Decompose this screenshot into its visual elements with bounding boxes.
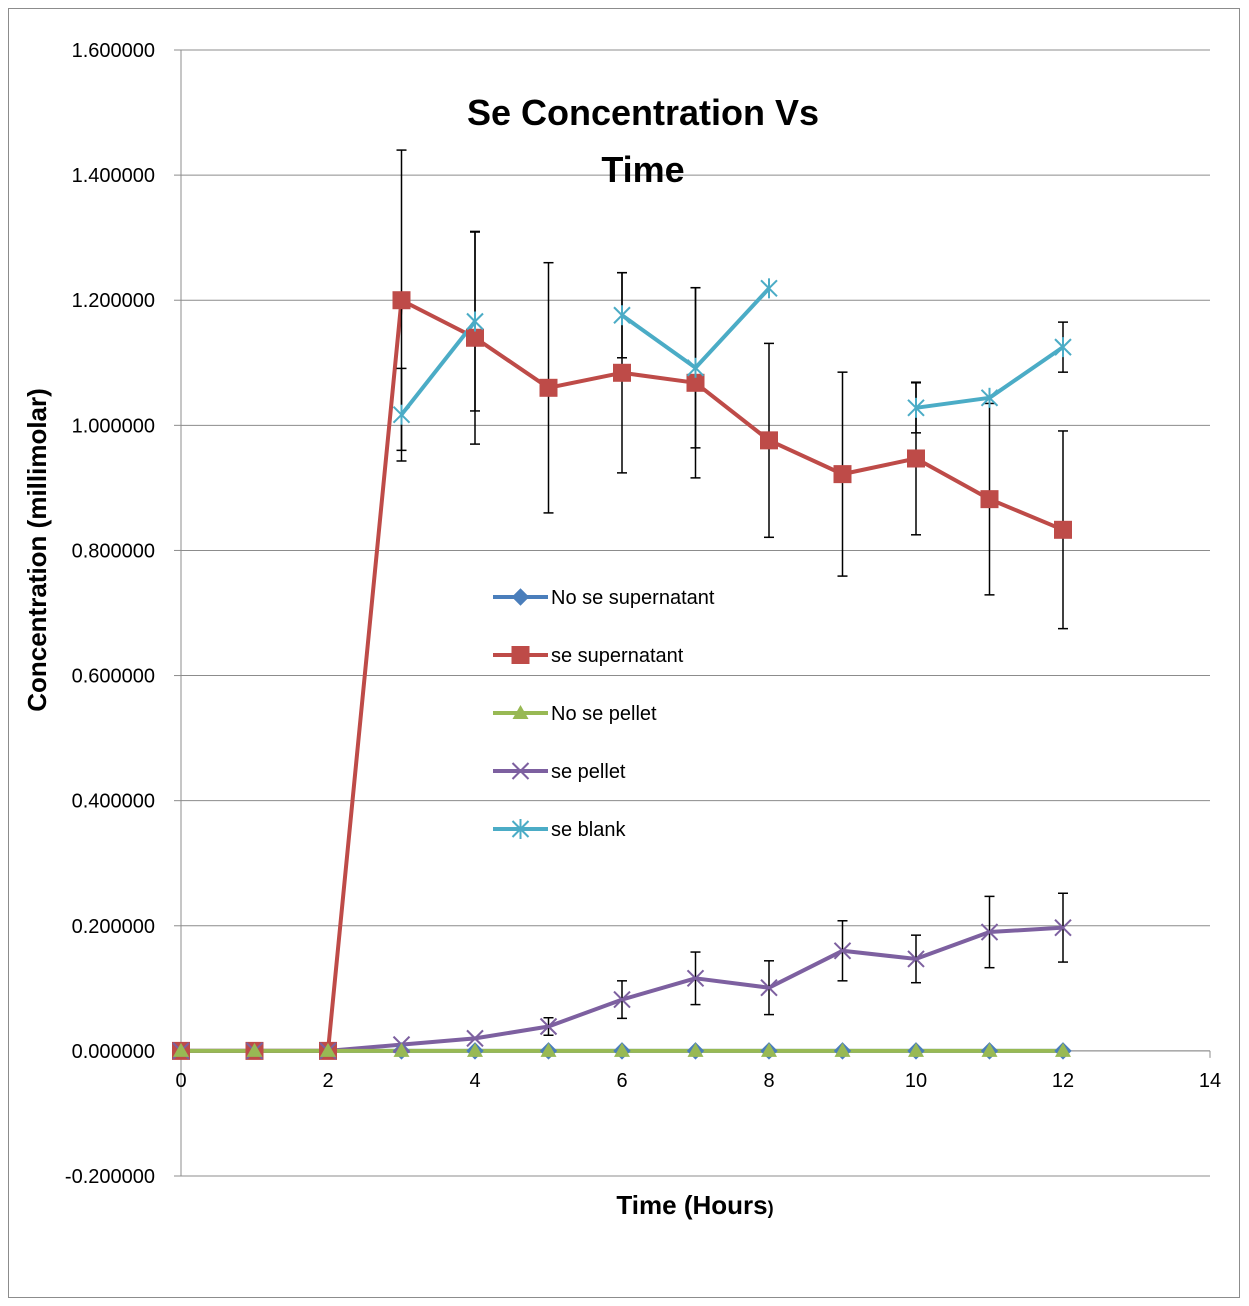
data-point: [1055, 1042, 1071, 1057]
data-point: [834, 1042, 851, 1057]
data-point: [687, 1042, 704, 1057]
data-point: [980, 923, 999, 941]
y-tick-label: 1.600000: [72, 40, 155, 62]
legend-swatch-marker: [511, 819, 530, 839]
y-axis-label: Concentration (millimolar): [22, 388, 52, 712]
data-point: [833, 465, 852, 484]
data-point: [760, 431, 778, 450]
marker-stroke: [539, 1017, 558, 1036]
legend-label: se supernatant: [551, 645, 684, 667]
x-tick-label: 10: [905, 1070, 927, 1092]
chart-title-line-1: Se Concentration Vs: [467, 92, 819, 133]
axes: [174, 49, 1211, 1177]
series-line: [399, 320, 477, 416]
legend-swatch-marker: [511, 588, 530, 606]
x-tick-labels: 0 2 4 6 8 10 12 14: [175, 1070, 1221, 1092]
legend-label: No se supernatant: [551, 587, 715, 609]
legend-swatch-marker: [511, 762, 530, 780]
marker-stroke: [833, 942, 852, 960]
legend-entry: No se pellet: [493, 703, 657, 725]
x-tick-label: 4: [469, 1070, 480, 1092]
data-point: [1054, 337, 1072, 358]
data-point: [392, 291, 411, 310]
data-point: [392, 404, 411, 425]
data-point: [981, 1042, 998, 1057]
data-point: [320, 1042, 336, 1057]
marker-stroke: [466, 1029, 484, 1048]
x-tick-label: 6: [616, 1070, 627, 1092]
y-tick-label: 1.000000: [72, 415, 155, 437]
marker-stroke: [980, 923, 999, 941]
legend-entry: se supernatant: [493, 645, 684, 667]
data-point: [466, 1029, 484, 1048]
legend-entry: se pellet: [493, 761, 626, 783]
y-tick-label: 0.600000: [72, 666, 155, 688]
legend-swatch-marker: [511, 646, 530, 664]
data-point: [980, 490, 999, 509]
y-tick-label: 0.000000: [72, 1041, 155, 1063]
data-point: [466, 311, 484, 332]
y-tick-label: 1.400000: [72, 165, 155, 187]
legend-label: se pellet: [551, 761, 626, 783]
data-point: [908, 1042, 924, 1057]
y-tick-label: -0.200000: [65, 1166, 155, 1188]
legend-entry: se blank: [493, 819, 626, 841]
data-point: [466, 328, 484, 347]
data-point: [614, 1042, 630, 1057]
x-tick-label: 14: [1199, 1070, 1221, 1092]
y-tick-labels: -0.200000 0.000000 0.200000 0.400000 0.60000…: [65, 40, 155, 1188]
y-tick-label: 0.400000: [72, 791, 155, 813]
data-point: [1054, 918, 1072, 937]
marker-stroke: [907, 950, 925, 968]
data-point: [907, 397, 925, 418]
x-axis-label: Time (Hours): [616, 1190, 773, 1220]
data-point: [539, 1017, 558, 1036]
legend-label: No se pellet: [551, 703, 657, 725]
data-point: [980, 387, 999, 408]
y-tick-label: 0.800000: [72, 540, 155, 562]
data-point: [833, 942, 852, 960]
x-axis-label-text: Time (Hours: [616, 1190, 767, 1220]
marker-stroke: [613, 990, 631, 1009]
data-point: [467, 1042, 483, 1057]
data-point: [760, 979, 778, 997]
data-point: [613, 305, 631, 326]
data-point: [613, 363, 631, 382]
marker-stroke: [511, 762, 530, 780]
y-tick-label: 1.200000: [72, 290, 155, 312]
data-point: [393, 1042, 410, 1057]
data-point: [539, 378, 558, 397]
data-point: [613, 990, 631, 1009]
gridlines: [181, 49, 1210, 1177]
chart-title-line-2: Time: [601, 149, 684, 190]
data-point: [761, 1042, 777, 1057]
data-point: [760, 278, 778, 299]
chart-frame: [8, 8, 1240, 1298]
legend-label: se blank: [551, 819, 626, 841]
error-bars: [396, 149, 1068, 1036]
marker-stroke: [686, 969, 705, 988]
marker-stroke: [760, 979, 778, 997]
x-tick-label: 2: [322, 1070, 333, 1092]
legend-swatch-marker: [512, 705, 529, 719]
x-tick-label: 8: [763, 1070, 774, 1092]
x-tick-label: 12: [1052, 1070, 1074, 1092]
data-point: [1054, 520, 1072, 539]
x-axis-label-suffix: ): [768, 1198, 774, 1218]
data-point: [686, 373, 705, 392]
marker-stroke: [1054, 918, 1072, 937]
legend: No se supernatant se supernatant No se pel…: [493, 587, 715, 841]
x-tick-label: 0: [175, 1070, 186, 1092]
data-point: [907, 950, 925, 968]
data-point: [173, 1042, 189, 1057]
data-point: [686, 357, 705, 378]
markers: [172, 278, 1072, 1060]
data-point: [686, 969, 705, 988]
data-point: [907, 449, 925, 468]
legend-entry: No se supernatant: [493, 587, 715, 609]
y-tick-label: 0.200000: [72, 916, 155, 938]
data-point: [540, 1042, 557, 1057]
data-point: [246, 1042, 263, 1057]
